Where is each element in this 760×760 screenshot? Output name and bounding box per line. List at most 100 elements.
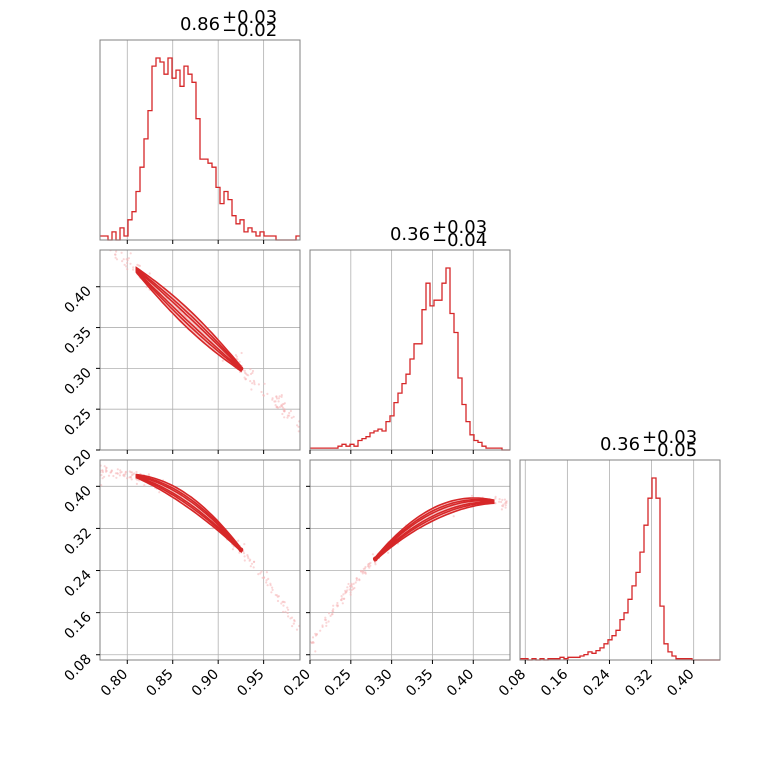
scatter-point xyxy=(125,265,128,268)
x-tick-label: 0.85 xyxy=(143,666,176,699)
scatter-point xyxy=(252,560,256,564)
scatter-point xyxy=(104,244,106,246)
scatter-point xyxy=(286,416,289,419)
scatter-point xyxy=(371,553,374,556)
scatter-point xyxy=(341,602,344,605)
title-param-1-minus: −0.02 xyxy=(222,20,277,41)
scatter-point xyxy=(125,258,128,261)
scatter-point xyxy=(243,555,246,558)
scatter-point xyxy=(500,508,503,511)
contour-peak xyxy=(238,547,244,553)
panel-frame xyxy=(519,459,721,661)
scatter-point xyxy=(262,394,265,397)
scatter-point xyxy=(350,589,353,592)
scatter-point xyxy=(278,395,281,398)
scatter-point xyxy=(332,610,335,613)
scatter-point xyxy=(129,262,132,265)
histogram-panel-param-3 xyxy=(520,460,720,661)
scatter-point xyxy=(158,491,161,494)
x-tick-label: 0.08 xyxy=(496,666,529,699)
scatter-point xyxy=(238,360,241,363)
scatter-point xyxy=(132,266,135,269)
scatter-point xyxy=(253,383,256,386)
scatter-point xyxy=(278,405,282,409)
scatter-point xyxy=(297,425,300,428)
scatter-point xyxy=(352,582,355,586)
scatter-point xyxy=(350,582,353,585)
scatter-point xyxy=(136,263,139,266)
scatter-point xyxy=(120,470,123,474)
scatter-point xyxy=(282,600,285,603)
panel-frame xyxy=(99,249,301,451)
scatter-point xyxy=(147,473,150,476)
scatter-point xyxy=(290,416,293,419)
x-tick-label: 0.25 xyxy=(321,666,354,699)
scatter-point xyxy=(130,478,133,481)
contour-peak xyxy=(372,556,378,562)
scatter-point xyxy=(293,619,296,622)
y-tick-label: 0.16 xyxy=(61,609,94,642)
scatter-point xyxy=(374,561,377,564)
scatter-panel-param-2-vs-3 xyxy=(310,460,510,660)
scatter-point xyxy=(265,571,268,574)
scatter-point xyxy=(257,383,260,386)
scatter-point xyxy=(276,406,279,409)
scatter-point xyxy=(257,573,260,576)
x-tick-label: 0.90 xyxy=(189,666,222,699)
scatter-point xyxy=(114,247,116,249)
x-tick-label: 0.16 xyxy=(538,666,571,699)
y-tick-label: 0.40 xyxy=(61,483,94,516)
scatter-point xyxy=(274,404,277,407)
scatter-point xyxy=(107,474,111,477)
x-tick-label: 0.24 xyxy=(580,666,613,699)
scatter-point xyxy=(116,472,119,475)
scatter-point xyxy=(296,424,299,427)
scatter-point xyxy=(101,233,103,235)
scatter-point xyxy=(340,595,343,598)
scatter-point xyxy=(452,515,455,518)
histogram-panel-param-2 xyxy=(309,250,510,451)
scatter-point xyxy=(121,247,123,249)
scatter-point xyxy=(105,241,107,243)
scatter-point xyxy=(101,471,104,474)
scatter-point xyxy=(286,606,289,609)
scatter-point xyxy=(245,373,249,376)
y-tick-label: 0.40 xyxy=(61,283,94,316)
scatter-point xyxy=(248,559,251,562)
scatter-point xyxy=(292,622,295,625)
x-tick-label: 0.40 xyxy=(444,666,477,699)
scatter-point xyxy=(276,594,279,597)
scatter-point xyxy=(240,351,243,355)
scatter-point xyxy=(321,624,324,627)
x-tick-label: 0.35 xyxy=(403,666,436,699)
panel-frame xyxy=(99,459,301,661)
x-tick-label: 0.40 xyxy=(664,666,697,699)
title-param-1: 0.86 xyxy=(180,14,220,35)
scatter-point xyxy=(349,591,352,594)
scatter-point xyxy=(325,624,328,628)
scatter-point xyxy=(246,554,249,557)
scatter-point xyxy=(291,625,294,628)
scatter-point xyxy=(280,394,283,397)
scatter-point xyxy=(128,476,131,479)
scatter-point xyxy=(367,563,370,566)
scatter-point xyxy=(283,416,286,419)
scatter-point xyxy=(115,476,118,479)
scatter-point xyxy=(101,227,103,229)
scatter-point xyxy=(280,405,284,408)
scatter-point xyxy=(364,572,367,575)
contour-peak xyxy=(238,366,244,371)
x-tick-label: 0.30 xyxy=(362,666,395,699)
scatter-point xyxy=(243,371,247,374)
scatter-point xyxy=(323,618,327,621)
scatter-point xyxy=(121,260,124,263)
scatter-point xyxy=(311,641,314,644)
scatter-point xyxy=(275,395,278,398)
title-param-2-minus: −0.04 xyxy=(432,230,487,251)
scatter-point xyxy=(243,376,246,379)
scatter-point xyxy=(135,470,138,474)
scatter-point xyxy=(115,258,119,261)
scatter-point xyxy=(271,586,274,589)
scatter-point xyxy=(136,478,139,481)
